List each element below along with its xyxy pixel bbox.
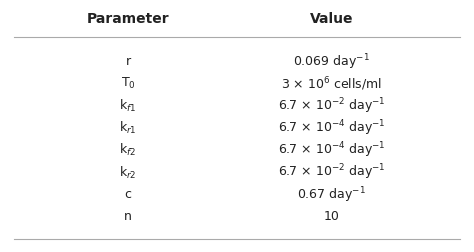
Text: 0.069 day$^{-1}$: 0.069 day$^{-1}$ [293, 52, 370, 72]
Text: r: r [126, 55, 130, 68]
Text: 0.67 day$^{-1}$: 0.67 day$^{-1}$ [297, 185, 366, 205]
Text: k$_{r1}$: k$_{r1}$ [119, 120, 137, 136]
Text: Parameter: Parameter [87, 12, 169, 26]
Text: k$_{r2}$: k$_{r2}$ [119, 165, 137, 181]
Text: 6.7 × 10$^{-2}$ day$^{-1}$: 6.7 × 10$^{-2}$ day$^{-1}$ [278, 163, 386, 182]
Text: 6.7 × 10$^{-4}$ day$^{-1}$: 6.7 × 10$^{-4}$ day$^{-1}$ [278, 141, 386, 160]
Text: 3 × 10$^6$ cells/ml: 3 × 10$^6$ cells/ml [281, 75, 383, 93]
Text: 10: 10 [324, 210, 340, 224]
Text: T$_0$: T$_0$ [120, 76, 136, 91]
Text: k$_{f2}$: k$_{f2}$ [119, 142, 137, 159]
Text: c: c [125, 188, 131, 201]
Text: k$_{f1}$: k$_{f1}$ [119, 98, 137, 114]
Text: 6.7 × 10$^{-2}$ day$^{-1}$: 6.7 × 10$^{-2}$ day$^{-1}$ [278, 96, 386, 116]
Text: n: n [124, 210, 132, 224]
Text: Value: Value [310, 12, 354, 26]
Text: 6.7 × 10$^{-4}$ day$^{-1}$: 6.7 × 10$^{-4}$ day$^{-1}$ [278, 118, 386, 138]
